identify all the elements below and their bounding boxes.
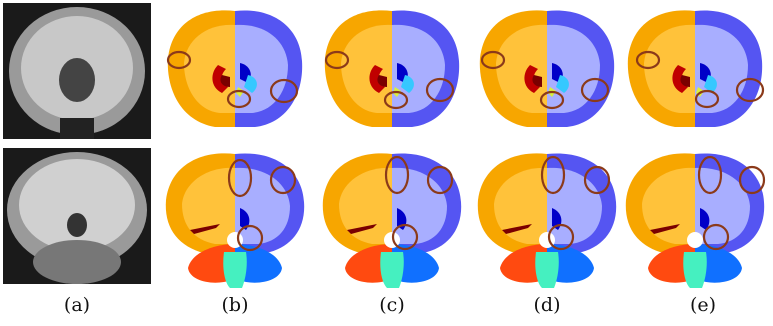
panel-label: (e)	[690, 294, 716, 316]
mri-bottom	[3, 148, 151, 284]
segmentation-d	[478, 10, 616, 288]
panel-label: (a)	[64, 294, 90, 316]
segmentation-e	[626, 10, 764, 288]
segmentation-c	[323, 10, 461, 288]
panel-label: (c)	[379, 294, 404, 316]
mri-top	[3, 3, 151, 139]
segmentation-b	[166, 10, 304, 288]
panel-label: (b)	[222, 294, 249, 316]
figure: (a) (b) (c) (d) (e)	[0, 0, 773, 326]
panel-label: (d)	[534, 294, 561, 316]
